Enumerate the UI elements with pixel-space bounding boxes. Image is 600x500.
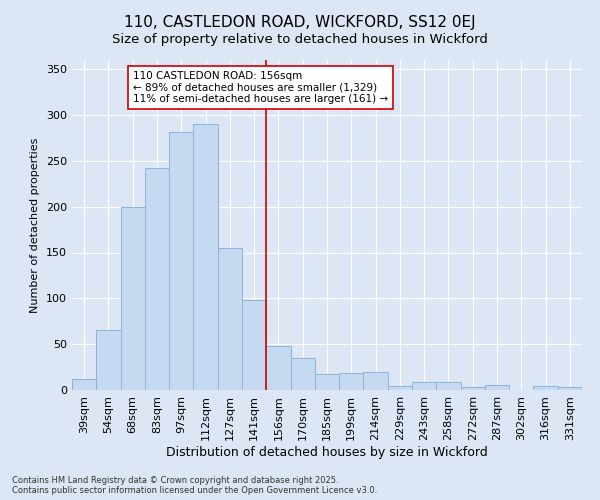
Bar bbox=[412, 382, 436, 390]
Bar bbox=[169, 132, 193, 390]
Bar bbox=[315, 374, 339, 390]
Bar bbox=[72, 379, 96, 390]
Bar bbox=[364, 372, 388, 390]
Bar bbox=[266, 346, 290, 390]
Text: Size of property relative to detached houses in Wickford: Size of property relative to detached ho… bbox=[112, 32, 488, 46]
Bar bbox=[290, 358, 315, 390]
Bar bbox=[218, 248, 242, 390]
Text: 110 CASTLEDON ROAD: 156sqm
← 89% of detached houses are smaller (1,329)
11% of s: 110 CASTLEDON ROAD: 156sqm ← 89% of deta… bbox=[133, 71, 388, 104]
X-axis label: Distribution of detached houses by size in Wickford: Distribution of detached houses by size … bbox=[166, 446, 488, 458]
Bar bbox=[461, 387, 485, 390]
Bar bbox=[242, 300, 266, 390]
Bar bbox=[388, 386, 412, 390]
Y-axis label: Number of detached properties: Number of detached properties bbox=[31, 138, 40, 312]
Bar bbox=[558, 387, 582, 390]
Text: 110, CASTLEDON ROAD, WICKFORD, SS12 0EJ: 110, CASTLEDON ROAD, WICKFORD, SS12 0EJ bbox=[124, 15, 476, 30]
Bar bbox=[533, 386, 558, 390]
Bar bbox=[436, 382, 461, 390]
Bar bbox=[485, 386, 509, 390]
Bar bbox=[121, 206, 145, 390]
Bar bbox=[193, 124, 218, 390]
Bar bbox=[96, 330, 121, 390]
Bar bbox=[145, 168, 169, 390]
Bar bbox=[339, 372, 364, 390]
Text: Contains HM Land Registry data © Crown copyright and database right 2025.
Contai: Contains HM Land Registry data © Crown c… bbox=[12, 476, 377, 495]
